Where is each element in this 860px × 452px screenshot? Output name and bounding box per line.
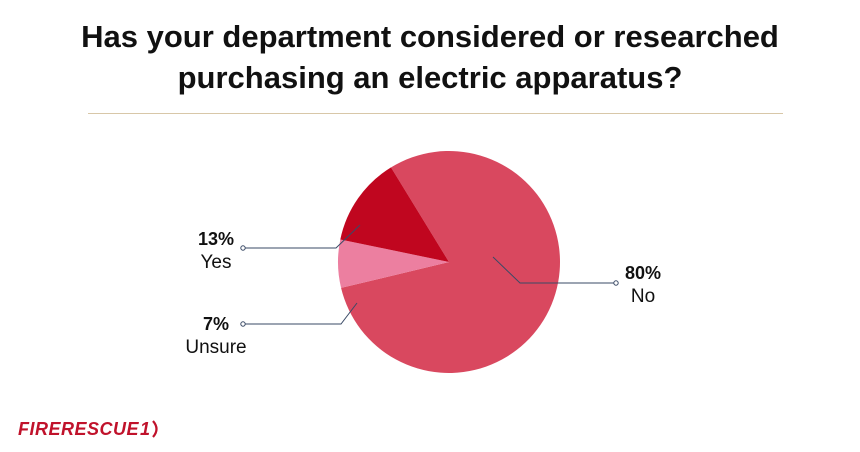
leader-dot-yes (240, 245, 246, 251)
leader-line-no (492, 256, 616, 284)
slice-value-label-yes: 13% (198, 229, 234, 249)
title-divider (88, 113, 783, 114)
logo-one: 1 (140, 418, 151, 439)
leader-line-unsure (243, 302, 358, 325)
leader-dot-unsure (240, 321, 246, 327)
pie-slice-unsure (337, 239, 449, 288)
pie-slice-no (341, 151, 560, 374)
leader-dot-no (613, 280, 619, 286)
chart-title: Has your department considered or resear… (20, 16, 840, 98)
slice-value-label-no: 80% (625, 263, 661, 283)
slice-name-label-unsure: Unsure (185, 337, 246, 358)
logo-arc-icon (151, 420, 158, 438)
firerescue1-logo: FIRE RESCUE 1 (18, 416, 160, 442)
title-line-2: purchasing an electric apparatus? (177, 60, 683, 95)
pie-slice-yes (340, 167, 449, 262)
logo-rescue: RESCUE (61, 418, 140, 439)
slice-value-label-unsure: 7% (203, 314, 229, 334)
leader-line-yes (243, 224, 361, 249)
slice-name-label-no: No (631, 286, 655, 307)
slice-name-label-yes: Yes (201, 252, 232, 273)
logo-fire: FIRE (18, 418, 62, 439)
title-line-1: Has your department considered or resear… (81, 19, 779, 54)
